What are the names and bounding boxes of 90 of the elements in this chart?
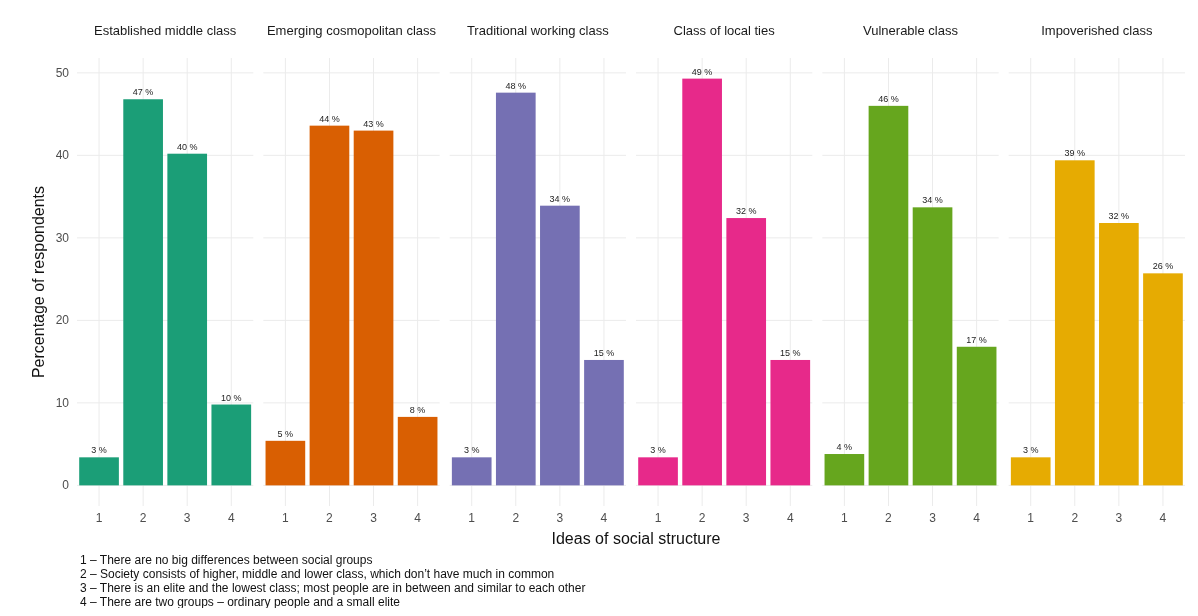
y-tick-label: 30 [55, 230, 70, 245]
bar [682, 78, 722, 486]
data-label: 47 % [132, 87, 154, 98]
data-label: 3 % [1022, 445, 1039, 456]
y-axis-title: Percentage of respondents [30, 185, 47, 379]
bar [1010, 457, 1051, 486]
data-label: 32 % [1108, 211, 1130, 222]
x-tick-label: 1 [468, 511, 476, 525]
data-label: 26 % [1152, 261, 1174, 272]
data-label: 10 % [221, 392, 242, 403]
x-tick-label: 1 [282, 511, 290, 525]
bar [770, 359, 811, 486]
x-tick-label: 2 [1071, 511, 1079, 525]
data-label: 15 % [780, 347, 801, 358]
data-label: 46 % [878, 93, 899, 104]
x-tick-label: 3 [929, 511, 937, 525]
chart-title: Established middle class [93, 23, 237, 38]
bar [868, 105, 909, 486]
x-axis-title: Ideas of social structure [551, 530, 721, 547]
y-tick-label: 50 [55, 65, 70, 80]
x-tick-label: 3 [742, 511, 750, 525]
data-label: 43 % [363, 118, 384, 129]
x-tick-label: 1 [1027, 511, 1035, 525]
x-tick-label: 3 [1115, 511, 1123, 525]
y-tick-label: 10 [55, 395, 70, 410]
x-tick-label: 2 [512, 511, 520, 525]
bar [451, 457, 492, 486]
text: 3 – There is an elite and the lowest class; most people are in between and similar to each other [80, 581, 586, 595]
data-label: 39 % [1064, 148, 1086, 159]
y-tick-label: 40 [55, 148, 70, 163]
bar [956, 346, 997, 486]
x-tick-label: 2 [139, 511, 147, 525]
bar [211, 404, 252, 486]
text: 2 – Society consists of higher, middle and lower class, which don’t have much in common [80, 567, 555, 581]
data-label: 44 % [319, 113, 340, 124]
bar [495, 92, 536, 486]
x-tick-label: 4 [786, 511, 794, 525]
data-label: 40 % [176, 141, 198, 152]
data-label: 48 % [505, 80, 527, 91]
x-tick-label: 1 [841, 511, 849, 525]
bar [584, 359, 624, 486]
chart-title: Class of local ties [673, 23, 776, 38]
x-tick-label: 4 [227, 511, 235, 525]
x-tick-label: 3 [183, 511, 191, 525]
data-label: 32 % [735, 206, 757, 217]
data-label: 8 % [409, 404, 426, 415]
x-tick-label: 4 [414, 511, 422, 525]
bar [265, 440, 306, 486]
x-tick-label: 2 [885, 511, 893, 525]
x-tick-label: 1 [95, 511, 103, 525]
chart-title: Vulnerable class [863, 23, 959, 38]
bar [123, 99, 163, 486]
bar [397, 416, 438, 486]
bar [167, 153, 208, 486]
bar [540, 205, 580, 486]
x-tick-label: 4 [973, 511, 981, 525]
bar [1143, 273, 1183, 486]
x-tick-label: 2 [698, 511, 706, 525]
chart-title: Emerging cosmopolitan class [266, 23, 437, 38]
data-label: 4 % [836, 442, 853, 453]
bar [912, 207, 953, 486]
bar [824, 454, 865, 486]
x-tick-label: 2 [326, 511, 334, 525]
data-label: 17 % [966, 334, 987, 345]
x-tick-label: 4 [1159, 511, 1167, 525]
bar [1099, 223, 1139, 486]
bar [353, 130, 394, 486]
data-label: 34 % [922, 195, 943, 206]
x-tick-label: 4 [600, 511, 608, 525]
bar [309, 125, 350, 486]
data-label: 3 % [650, 445, 666, 456]
x-tick-label: 1 [654, 511, 662, 525]
bar [79, 457, 119, 486]
chart-title: Traditional working class [466, 23, 610, 38]
y-tick-label: 0 [62, 478, 70, 493]
data-label: 34 % [549, 193, 571, 204]
text: 1 – There are no big differences between social groups [80, 553, 373, 567]
bar [726, 218, 767, 486]
data-label: 3 % [91, 445, 107, 456]
x-tick-label: 3 [556, 511, 564, 525]
bar [638, 457, 678, 486]
text: 4 – There are two groups – ordinary people and a small elite [80, 595, 401, 609]
data-label: 5 % [277, 428, 294, 439]
y-tick-label: 20 [55, 313, 70, 328]
chart-title: Impoverished class [1041, 23, 1153, 38]
data-label: 15 % [593, 347, 615, 358]
bar [1054, 160, 1095, 486]
x-tick-label: 3 [370, 511, 378, 525]
data-label: 49 % [691, 66, 713, 77]
data-label: 3 % [463, 445, 480, 456]
